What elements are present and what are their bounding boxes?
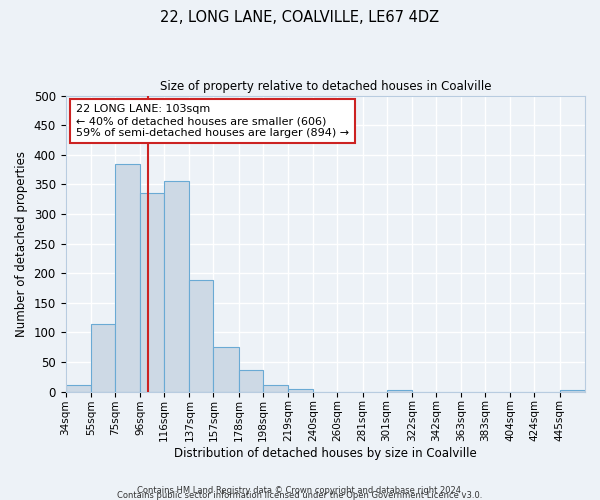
Title: Size of property relative to detached houses in Coalville: Size of property relative to detached ho…	[160, 80, 491, 93]
Bar	[190, 280, 214, 392]
Bar	[239, 370, 263, 392]
Bar	[214, 346, 239, 392]
Y-axis label: Number of detached properties: Number of detached properties	[15, 150, 28, 336]
Bar	[386, 390, 412, 392]
Text: 22, LONG LANE, COALVILLE, LE67 4DZ: 22, LONG LANE, COALVILLE, LE67 4DZ	[160, 10, 440, 25]
Bar	[65, 384, 91, 392]
Text: Contains HM Land Registry data © Crown copyright and database right 2024.: Contains HM Land Registry data © Crown c…	[137, 486, 463, 495]
Bar	[115, 164, 140, 392]
Bar	[560, 390, 585, 392]
Text: 22 LONG LANE: 103sqm
← 40% of detached houses are smaller (606)
59% of semi-deta: 22 LONG LANE: 103sqm ← 40% of detached h…	[76, 104, 349, 138]
Bar	[164, 182, 190, 392]
X-axis label: Distribution of detached houses by size in Coalville: Distribution of detached houses by size …	[174, 447, 476, 460]
Bar	[140, 194, 164, 392]
Bar	[91, 324, 115, 392]
Bar	[263, 384, 288, 392]
Text: Contains public sector information licensed under the Open Government Licence v3: Contains public sector information licen…	[118, 491, 482, 500]
Bar	[288, 388, 313, 392]
